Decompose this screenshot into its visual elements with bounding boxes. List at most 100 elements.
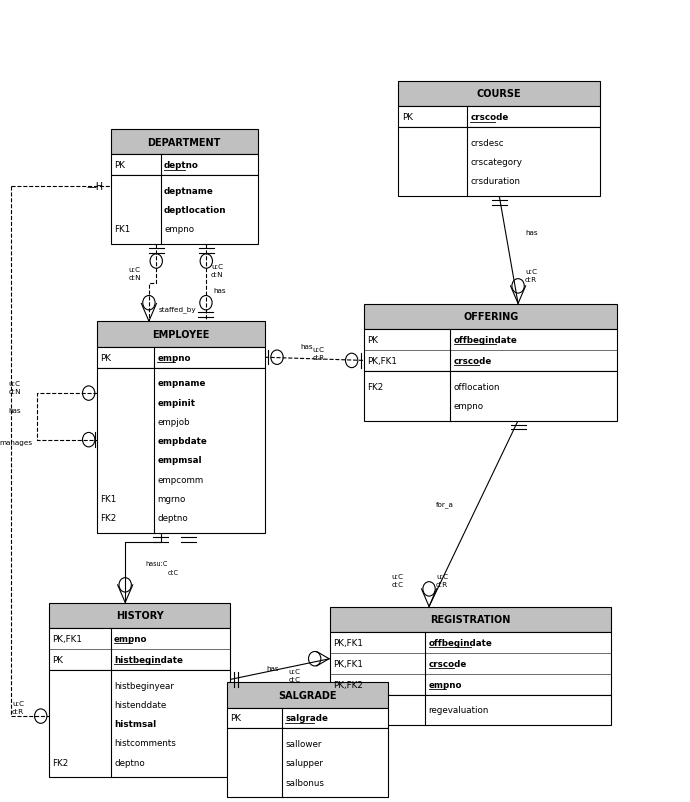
Text: sallower: sallower bbox=[285, 739, 322, 748]
Text: d:N: d:N bbox=[8, 389, 21, 395]
Text: deptlocation: deptlocation bbox=[164, 206, 226, 215]
Text: d:R: d:R bbox=[12, 708, 24, 714]
Text: DEPARTMENT: DEPARTMENT bbox=[148, 137, 221, 148]
Bar bbox=[49, 603, 230, 629]
Bar bbox=[398, 82, 600, 107]
Bar bbox=[97, 322, 265, 347]
Text: empno: empno bbox=[164, 225, 194, 234]
Text: histcomments: histcomments bbox=[114, 739, 176, 747]
Text: salbonus: salbonus bbox=[285, 778, 324, 787]
Text: u:C: u:C bbox=[211, 264, 224, 270]
Text: COURSE: COURSE bbox=[477, 89, 522, 99]
Text: u:C: u:C bbox=[8, 381, 21, 387]
Text: d:R: d:R bbox=[436, 581, 448, 588]
Text: PK,FK1: PK,FK1 bbox=[367, 356, 397, 366]
Bar bbox=[330, 633, 611, 695]
Text: histmsal: histmsal bbox=[114, 719, 157, 728]
Text: d:C: d:C bbox=[391, 581, 404, 588]
Text: u:C: u:C bbox=[436, 573, 448, 580]
Text: u:C: u:C bbox=[288, 668, 301, 674]
Text: empno: empno bbox=[453, 401, 484, 411]
Text: FK1: FK1 bbox=[114, 225, 130, 234]
Bar bbox=[97, 368, 265, 533]
Text: hasu:C: hasu:C bbox=[146, 560, 168, 566]
Text: deptno: deptno bbox=[114, 758, 145, 767]
Text: offbegindate: offbegindate bbox=[428, 638, 493, 647]
Text: deptno: deptno bbox=[164, 161, 199, 170]
Text: SALGRADE: SALGRADE bbox=[278, 690, 337, 700]
Bar bbox=[97, 347, 265, 368]
Bar bbox=[330, 607, 611, 633]
Bar bbox=[398, 107, 600, 128]
Bar bbox=[364, 371, 618, 421]
Text: crscode: crscode bbox=[471, 113, 509, 122]
Text: crscode: crscode bbox=[428, 659, 467, 668]
Text: PK: PK bbox=[367, 336, 378, 345]
Bar bbox=[330, 695, 611, 725]
Bar bbox=[110, 156, 258, 176]
Text: u:C: u:C bbox=[313, 346, 325, 352]
Text: d:N: d:N bbox=[211, 272, 224, 278]
Text: histenddate: histenddate bbox=[114, 700, 166, 709]
Text: PK: PK bbox=[52, 655, 63, 664]
Text: has: has bbox=[8, 408, 21, 414]
Text: OFFERING: OFFERING bbox=[463, 312, 518, 322]
Text: FK2: FK2 bbox=[367, 382, 384, 391]
Text: u:C: u:C bbox=[129, 266, 141, 273]
Text: PK: PK bbox=[100, 353, 111, 363]
Text: mgrno: mgrno bbox=[157, 494, 186, 503]
Text: empjob: empjob bbox=[157, 417, 190, 427]
Text: deptno: deptno bbox=[157, 513, 188, 522]
Text: d:C: d:C bbox=[288, 676, 301, 683]
Text: empbdate: empbdate bbox=[157, 436, 207, 446]
Text: empno: empno bbox=[157, 353, 191, 363]
Text: d:R: d:R bbox=[313, 354, 325, 360]
Text: empmsal: empmsal bbox=[157, 456, 202, 464]
Text: u:C: u:C bbox=[391, 573, 404, 580]
Text: empno: empno bbox=[428, 680, 462, 689]
Text: has: has bbox=[525, 229, 538, 236]
Text: crsduration: crsduration bbox=[471, 177, 520, 186]
Text: PK,FK1: PK,FK1 bbox=[52, 634, 82, 643]
Text: PK,FK2: PK,FK2 bbox=[333, 680, 363, 689]
Text: salupper: salupper bbox=[285, 759, 323, 768]
Text: d:C: d:C bbox=[168, 569, 179, 576]
Bar bbox=[364, 304, 618, 330]
Bar bbox=[49, 629, 230, 670]
Text: —H: —H bbox=[87, 182, 104, 192]
Text: deptname: deptname bbox=[164, 187, 214, 196]
Text: has: has bbox=[213, 288, 226, 294]
Text: offbegindate: offbegindate bbox=[453, 336, 518, 345]
Text: REGISTRATION: REGISTRATION bbox=[430, 614, 511, 625]
Text: crsdesc: crsdesc bbox=[471, 139, 504, 148]
Text: histbegindate: histbegindate bbox=[114, 655, 183, 664]
Text: PK: PK bbox=[402, 113, 413, 122]
Text: PK: PK bbox=[230, 714, 241, 723]
Bar bbox=[227, 707, 388, 728]
Text: empcomm: empcomm bbox=[157, 475, 204, 484]
Text: FK2: FK2 bbox=[52, 758, 68, 767]
Text: crscategory: crscategory bbox=[471, 158, 522, 167]
Text: FK2: FK2 bbox=[100, 513, 117, 522]
Text: crscode: crscode bbox=[453, 356, 492, 366]
Bar bbox=[227, 728, 388, 797]
Text: u:C: u:C bbox=[12, 700, 24, 706]
Text: has: has bbox=[266, 665, 279, 671]
Text: PK: PK bbox=[114, 161, 125, 170]
Bar bbox=[110, 176, 258, 245]
Text: HISTORY: HISTORY bbox=[116, 610, 164, 621]
Bar bbox=[49, 670, 230, 777]
Text: empinit: empinit bbox=[157, 398, 195, 407]
Text: FK1: FK1 bbox=[100, 494, 117, 503]
Bar bbox=[364, 330, 618, 371]
Text: EMPLOYEE: EMPLOYEE bbox=[152, 330, 210, 339]
Text: d:N: d:N bbox=[129, 274, 141, 281]
Text: empname: empname bbox=[157, 379, 206, 388]
Text: regevaluation: regevaluation bbox=[428, 706, 489, 715]
Text: manages: manages bbox=[0, 439, 32, 445]
Text: offlocation: offlocation bbox=[453, 382, 500, 391]
Text: u:C: u:C bbox=[525, 269, 537, 275]
Text: d:R: d:R bbox=[525, 277, 537, 283]
Bar bbox=[110, 130, 258, 156]
Text: empno: empno bbox=[114, 634, 148, 643]
